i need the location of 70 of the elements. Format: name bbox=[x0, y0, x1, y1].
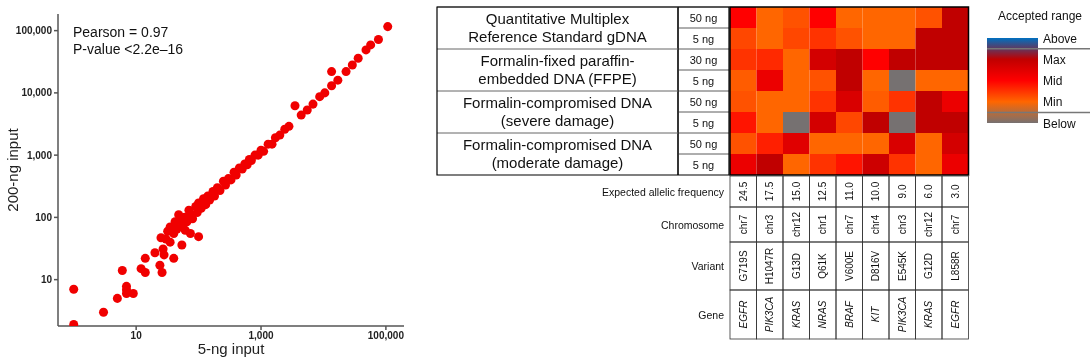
x-tick-label: 10 bbox=[130, 330, 143, 342]
text: chr12 bbox=[923, 211, 935, 238]
text: 15.0 bbox=[790, 181, 802, 202]
y-tick-label: 10 bbox=[40, 274, 53, 286]
color-bar-title: Accepted range bbox=[997, 9, 1083, 23]
y-tick-label: 100,000 bbox=[15, 25, 53, 37]
text: PIK3CA bbox=[896, 296, 908, 333]
color-bar-label: Max bbox=[1043, 52, 1066, 67]
y-axis-title: 200-ng input bbox=[3, 128, 21, 212]
text: KRAS bbox=[790, 300, 802, 329]
text: 6.0 bbox=[923, 184, 935, 199]
category-label: Gene bbox=[698, 308, 724, 321]
text: BRAF bbox=[843, 301, 855, 328]
y2-tick-label: 5 ng bbox=[692, 158, 715, 171]
text: chr3 bbox=[896, 214, 908, 235]
text: G13D bbox=[790, 252, 802, 280]
text: PIK3CA bbox=[764, 296, 776, 333]
y-tick-label: Quantitative Multiplex Reference Standard gDNA bbox=[467, 9, 648, 47]
text: 12.5 bbox=[817, 181, 829, 202]
y2-tick-label: 5 ng bbox=[692, 32, 715, 45]
text: 3.0 bbox=[949, 184, 961, 199]
annotation: P-value <2.2e–16 bbox=[73, 41, 184, 58]
text: KRAS bbox=[923, 300, 935, 329]
text: NRAS bbox=[817, 300, 829, 329]
y-tick-label: Formalin-compromised DNA (moderate damage) bbox=[461, 135, 654, 173]
category-label: Variant bbox=[691, 260, 724, 272]
text: G719S bbox=[737, 250, 749, 282]
text: chr7 bbox=[843, 214, 855, 235]
y2-tick-label: 50 ng bbox=[689, 11, 718, 24]
text: chr3 bbox=[764, 214, 776, 235]
y-tick-label: 100 bbox=[35, 211, 53, 223]
text: D816V bbox=[870, 250, 882, 282]
text: L858R bbox=[949, 251, 961, 281]
y-tick-label: 10,000 bbox=[21, 87, 53, 99]
text: KIT bbox=[870, 306, 882, 323]
text: chr12 bbox=[790, 211, 802, 238]
x-axis-title: 5-ng input bbox=[196, 340, 265, 357]
y-tick-label: 1,000 bbox=[26, 149, 53, 161]
annotation: Pearson = 0.97 bbox=[73, 24, 170, 41]
text: 24.5 bbox=[737, 181, 749, 202]
y-tick-label: Formalin-fixed paraffin-embedded DNA (FFPE) bbox=[477, 51, 638, 89]
text: E545K bbox=[896, 250, 908, 282]
y2-tick-label: 50 ng bbox=[689, 95, 718, 108]
text: chr7 bbox=[737, 214, 749, 235]
text: G12D bbox=[923, 252, 935, 280]
y2-tick-label: 30 ng bbox=[689, 53, 718, 66]
y2-tick-label: 5 ng bbox=[692, 74, 715, 87]
text: H1047R bbox=[764, 247, 776, 285]
text: 17.5 bbox=[764, 181, 776, 202]
category-label: Expected allelic frequency bbox=[602, 185, 724, 198]
text: Q61K bbox=[817, 253, 829, 279]
x-tick-label: 100,000 bbox=[367, 330, 405, 342]
text: chr4 bbox=[870, 214, 882, 235]
text: 10.0 bbox=[870, 181, 882, 202]
text: EGFR bbox=[737, 300, 749, 329]
text: V600E bbox=[843, 250, 855, 282]
color-bar-label: Above bbox=[1043, 31, 1078, 46]
text: chr7 bbox=[949, 214, 961, 235]
color-bar-label: Below bbox=[1043, 116, 1077, 131]
text: 9.0 bbox=[896, 184, 908, 199]
text: 11.0 bbox=[843, 182, 855, 201]
y2-tick-label: 5 ng bbox=[692, 116, 715, 129]
category-label: Chromosome bbox=[660, 218, 724, 231]
color-bar-label: Mid bbox=[1043, 74, 1063, 88]
y2-tick-label: 50 ng bbox=[689, 137, 718, 150]
text: chr1 bbox=[817, 214, 829, 235]
x-tick-label: 1,000 bbox=[248, 330, 274, 342]
y-tick-label: Formalin-compromised DNA (severe damage) bbox=[461, 93, 654, 131]
color-bar-label: Min bbox=[1043, 95, 1063, 110]
text: EGFR bbox=[949, 300, 961, 329]
